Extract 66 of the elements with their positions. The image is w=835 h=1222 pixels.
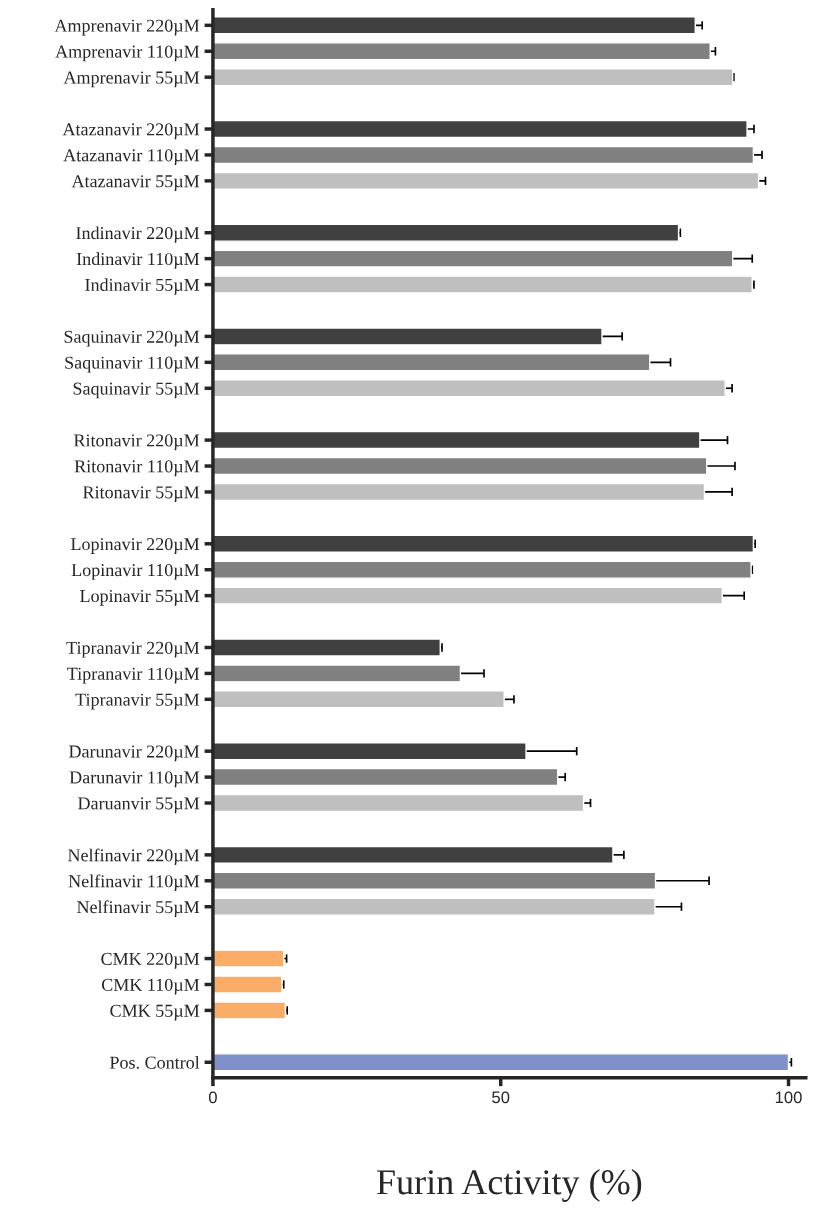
y-tick-label: Indinavir 110µM (76, 252, 200, 269)
y-tick-label: Nelfinavir 110µM (68, 874, 200, 891)
bar (212, 897, 656, 916)
y-tick-label: Ritonavir 110µM (74, 460, 200, 477)
bar (212, 871, 657, 890)
bar (212, 845, 614, 864)
y-tick-label: Tipranavir 110µM (67, 667, 200, 684)
bar (212, 638, 441, 657)
y-tick-label: Tipranavir 220µM (66, 641, 200, 658)
y-tick-label: Pos. Control (109, 1055, 200, 1069)
y-tick-label: Saquinavir 55µM (73, 382, 200, 399)
y-tick-label: Lopinavir 220µM (70, 538, 200, 554)
bar (212, 249, 734, 268)
y-tick-label: Indinavir 220µM (76, 226, 200, 243)
bar (212, 430, 701, 450)
y-tick-label: Saquinavir 110µM (65, 356, 200, 373)
y-tick-label: Atazanavir 55µM (71, 175, 200, 191)
bar (212, 560, 752, 579)
bar (212, 379, 726, 398)
y-tick-label: Darunavir 110µM (69, 771, 200, 788)
bar (212, 42, 711, 61)
bar (212, 145, 755, 165)
y-tick-label: Ritonavir 220µM (73, 434, 200, 451)
y-tick-label: CMK 110µM (101, 978, 200, 995)
y-tick-label: Lopinavir 110µM (71, 563, 200, 580)
bar (212, 275, 753, 294)
y-tick-label: Nelfinavir 55µM (77, 900, 200, 917)
x-tick-label: 100 (775, 1091, 802, 1104)
bar (212, 742, 527, 761)
y-tick-label: Atazanavir 110µM (63, 149, 200, 166)
bar (212, 767, 559, 787)
bar (212, 456, 708, 476)
bar (212, 223, 680, 242)
bar (212, 482, 706, 502)
bar (212, 949, 285, 968)
bar (212, 975, 283, 994)
y-tick-label: CMK 55µM (110, 1004, 200, 1021)
bar (212, 353, 651, 372)
bar (212, 586, 724, 605)
y-tick-label: Amprenavir 110µM (55, 45, 200, 62)
bar (212, 16, 696, 35)
y-tick-label: Atazanavir 220µM (62, 123, 200, 140)
bar (212, 534, 755, 553)
y-tick-label: Amprenavir 220µM (54, 19, 200, 36)
y-tick-label: Nelfinavir 220µM (68, 848, 200, 866)
bar (212, 171, 760, 190)
y-tick-label: CMK 220µM (101, 952, 200, 969)
bar (212, 1001, 287, 1020)
bar (212, 1053, 790, 1072)
x-axis-title: Furin Activity (%) (376, 1169, 642, 1202)
bar (212, 327, 603, 346)
y-tick-label: Daruanvir 55µM (78, 797, 200, 814)
bar (212, 664, 462, 683)
bar (212, 119, 748, 139)
y-tick-label: Tipranavir 55µM (75, 693, 200, 710)
y-tick-label: Ritonavir 55µM (83, 486, 200, 503)
bar (212, 793, 585, 813)
y-tick-label: Darunavir 220µM (69, 745, 200, 762)
bar (212, 690, 505, 709)
y-tick-label: Lopinavir 55µM (80, 589, 200, 606)
y-tick-label: Amprenavir 55µM (63, 71, 200, 88)
x-tick-label: 0 (208, 1091, 217, 1104)
bar (212, 68, 734, 87)
y-tick-label: Saquinavir 220µM (64, 330, 200, 347)
y-tick-label: Indinavir 55µM (85, 278, 200, 295)
x-tick-label: 50 (492, 1091, 510, 1104)
